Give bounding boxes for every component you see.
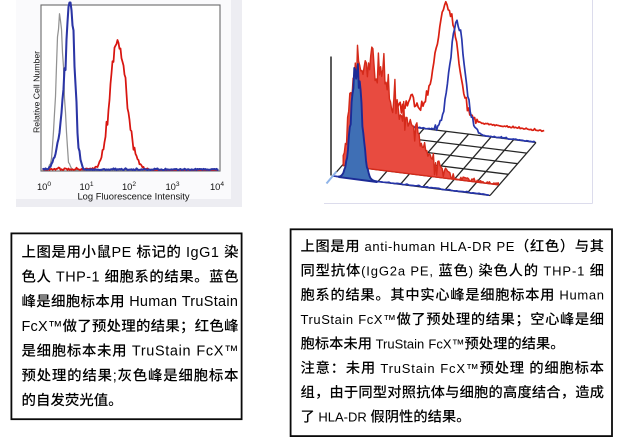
svg-text:100: 100: [37, 181, 51, 192]
svg-text:101: 101: [79, 181, 93, 192]
svg-text:IgG1: IgG1: [186, 245, 220, 261]
svg-text:FcX™: FcX™: [196, 344, 239, 360]
svg-text:TruStain: TruStain: [132, 344, 191, 360]
svg-text:FcX™: FcX™: [428, 336, 464, 351]
svg-text:PE: PE: [497, 239, 516, 254]
svg-text:HLA-DR: HLA-DR: [318, 410, 366, 425]
svg-text:HLA-DR: HLA-DR: [440, 239, 492, 254]
svg-text:PE,: PE,: [410, 263, 434, 278]
svg-text:103: 103: [165, 181, 179, 192]
svg-text:Log Fluorescence Intensity: Log Fluorescence Intensity: [77, 191, 189, 202]
svg-text:TruStain: TruStain: [301, 312, 354, 327]
svg-text:TruStain: TruStain: [380, 361, 435, 376]
svg-text:THP-1: THP-1: [56, 270, 100, 286]
svg-text:FcX™: FcX™: [440, 361, 479, 376]
svg-text:THP-1: THP-1: [543, 263, 585, 278]
svg-text:TruStain: TruStain: [376, 336, 425, 351]
svg-text:anti-human: anti-human: [365, 239, 436, 254]
svg-text:PE: PE: [112, 245, 132, 261]
svg-text:Human: Human: [559, 288, 604, 303]
svg-text:;: ;: [113, 368, 118, 384]
svg-text:): ): [469, 263, 474, 278]
svg-text:(IgG2a: (IgG2a: [361, 263, 406, 278]
svg-text:Relative Cell Number: Relative Cell Number: [32, 51, 42, 133]
svg-text:FcX™: FcX™: [358, 312, 396, 327]
svg-text:Human: Human: [129, 294, 177, 310]
svg-text:102: 102: [122, 181, 136, 192]
svg-text:FcX™: FcX™: [22, 319, 63, 335]
svg-text:104: 104: [210, 181, 224, 192]
svg-text:TruStain: TruStain: [182, 294, 239, 310]
